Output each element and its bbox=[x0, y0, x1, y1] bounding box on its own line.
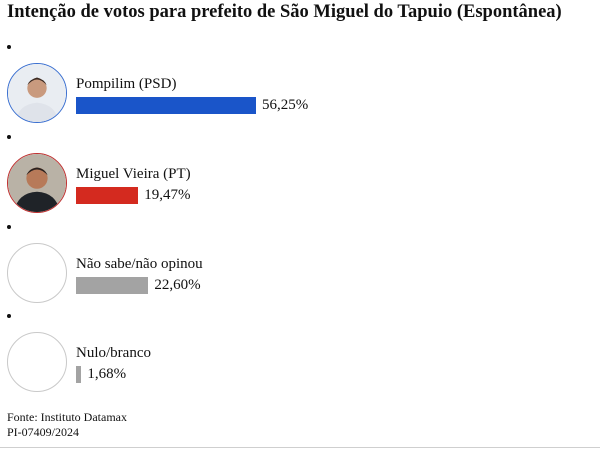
category-label-nao-sabe-nao-opinou: Não sabe/não opinou bbox=[76, 256, 203, 272]
list-bullet bbox=[7, 225, 11, 229]
value-label-nulo-branco: 1,68% bbox=[87, 366, 127, 382]
list-bullet bbox=[7, 45, 11, 49]
value-label-nao-sabe-nao-opinou: 22,60% bbox=[154, 277, 201, 293]
source-note: Fonte: Instituto Datamax bbox=[7, 410, 127, 424]
list-bullet bbox=[7, 314, 11, 318]
bar-miguel-vieira-pt bbox=[76, 187, 139, 204]
category-label-pompilim-psd: Pompilim (PSD) bbox=[76, 76, 177, 92]
chart-title: Intenção de votos para prefeito de São M… bbox=[7, 2, 562, 22]
category-label-nulo-branco: Nulo/branco bbox=[76, 345, 151, 361]
bar-nao-sabe-nao-opinou bbox=[76, 277, 149, 294]
category-label-miguel-vieira-pt: Miguel Vieira (PT) bbox=[76, 166, 191, 182]
bar-pompilim-psd bbox=[76, 97, 256, 114]
candidate-photo-icon bbox=[7, 63, 67, 123]
candidate-photo-icon bbox=[7, 153, 67, 213]
registration-note: PI-07409/2024 bbox=[7, 425, 79, 439]
bottom-divider bbox=[0, 447, 600, 448]
list-bullet bbox=[7, 135, 11, 139]
empty-avatar-icon bbox=[7, 243, 67, 303]
value-label-miguel-vieira-pt: 19,47% bbox=[144, 187, 191, 203]
empty-avatar-icon bbox=[7, 332, 67, 392]
value-label-pompilim-psd: 56,25% bbox=[262, 97, 309, 113]
bar-nulo-branco bbox=[76, 366, 82, 383]
